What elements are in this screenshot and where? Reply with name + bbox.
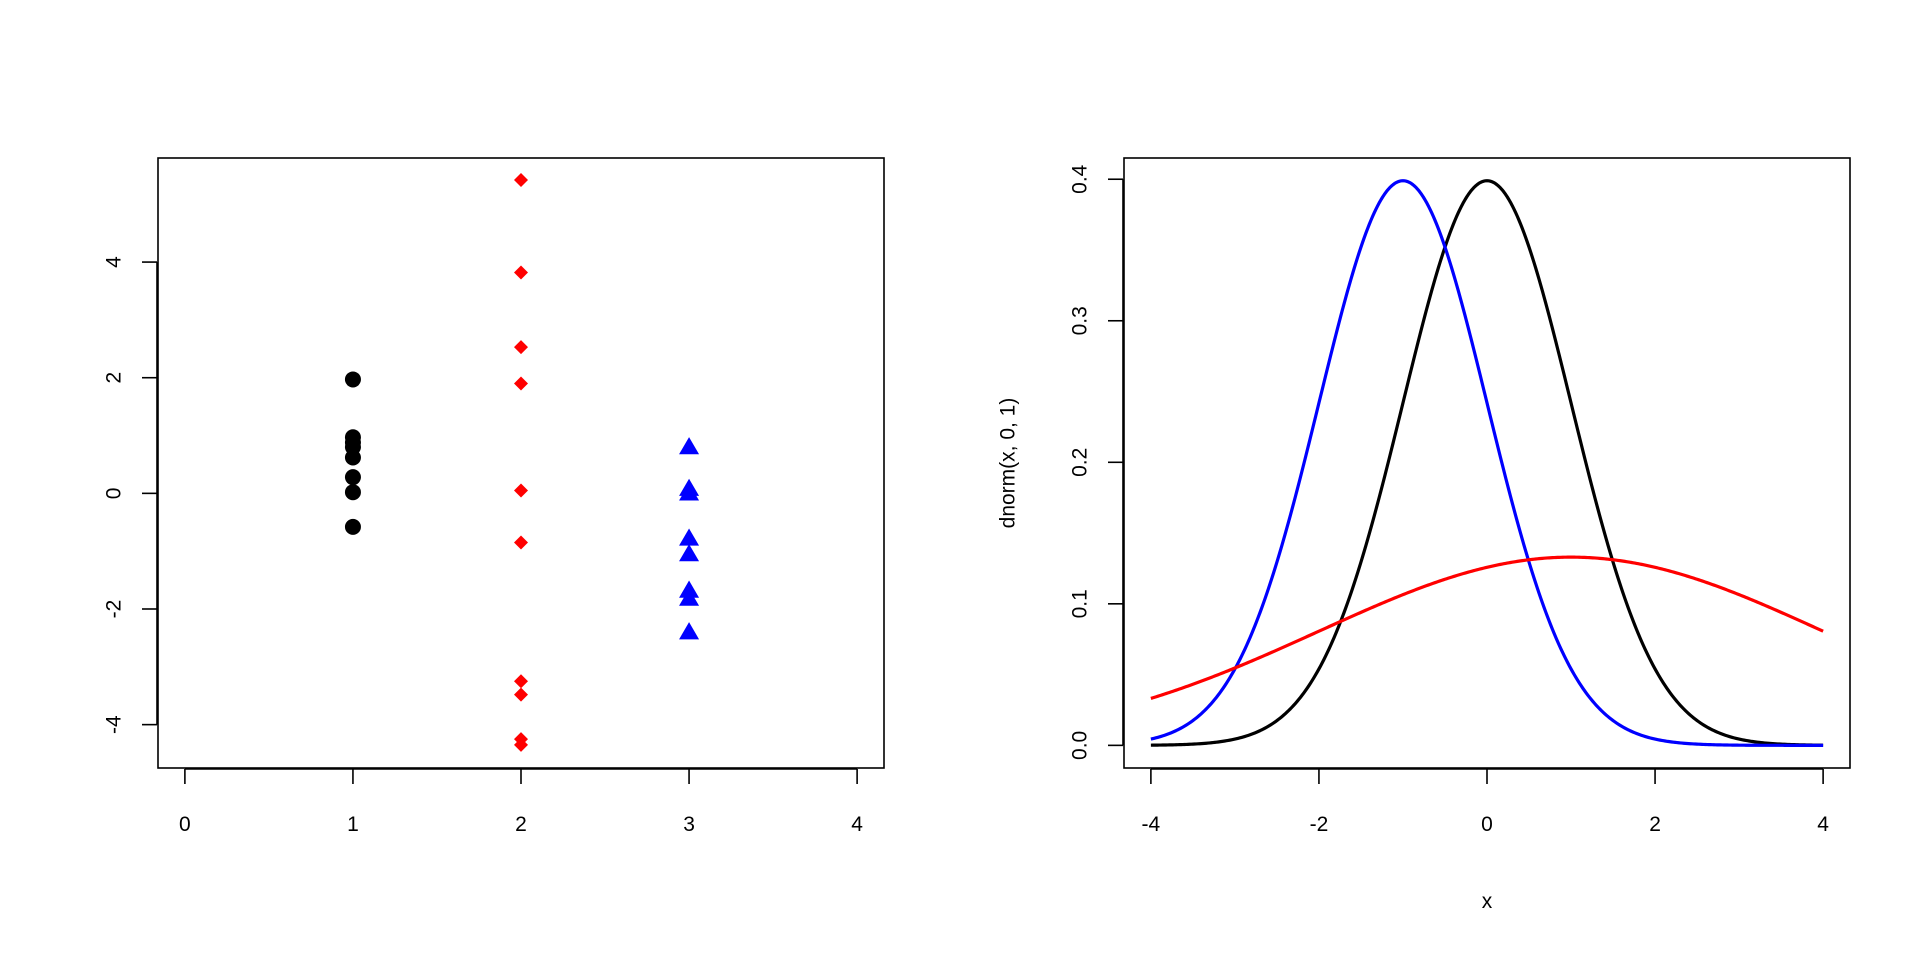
chart-0-series-0-point [344,449,361,466]
chart-0-series-1-point [514,483,528,498]
chart-1-series-2-line [1150,555,1824,700]
chart-0-y-tick-label: 4 [103,256,126,268]
chart-1-y-tick-label: 0.3 [1069,306,1092,335]
chart-1-x-tick-label: -2 [1310,813,1329,836]
chart-0-series-1-point [514,535,528,550]
chart-0-series-1-point [514,687,528,702]
scatter-panel: 0 1 2 3 4 -4 -2 0 2 4 [103,157,885,836]
chart-0-x-tick-label: 3 [683,813,695,836]
chart-0-series-0-point [344,469,361,486]
chart-0-series-2-point [679,588,700,606]
chart-0-series-2-point [679,483,700,501]
chart-0-y-tick-label: 2 [103,372,126,384]
chart-0-y-tick-label: -4 [103,715,126,734]
chart-0-series-2-point [679,544,700,562]
chart-1-y-tick-label: 0.4 [1069,164,1092,194]
chart-0-plot-frame [157,157,885,769]
chart-0-series-0-point [344,518,361,535]
chart-0-x-tick-label: 2 [515,813,527,836]
chart-1-x-tick-label: 2 [1649,813,1661,836]
chart-0-y-tick-label: -2 [103,600,126,619]
chart-1-series-0-line [1150,179,1824,747]
chart-1-series-1-line [1150,179,1824,747]
chart-0-series-1-point [514,172,528,187]
chart-0-series-1-point [514,674,528,689]
chart-1-x-tick-label: -4 [1142,813,1161,836]
chart-0-x-tick-label: 0 [179,813,191,836]
chart-0-series-1-point [514,737,528,752]
chart-0-series-0-point [344,371,361,388]
chart-0-series-1-point [514,376,528,391]
chart-1-x-axis-title: x [1482,890,1493,913]
chart-1-plot-frame [1123,157,1851,769]
chart-0-series-2-point [679,622,700,640]
chart-0-x-tick-label: 1 [347,813,359,836]
chart-0-x-tick-label: 4 [851,813,863,836]
chart-0-series-1-point [514,340,528,355]
chart-1-y-tick-label: 0.2 [1069,448,1092,477]
chart-0-series-2-point [679,528,700,546]
chart-1-y-tick-label: 0.1 [1069,589,1092,618]
chart-1-y-axis-title: dnorm(x, 0, 1) [997,398,1020,529]
chart-0-series-2-point [679,437,700,455]
chart-1-y-tick-label: 0.0 [1069,731,1092,760]
chart-1-x-tick-label: 4 [1817,813,1829,836]
chart-0-series-0-point [344,484,361,501]
chart-0-y-tick-label: 0 [103,488,126,500]
chart-1-x-tick-label: 0 [1481,813,1493,836]
density-panel: -4 -2 0 2 4 0.0 0.1 0.2 0.3 0.4 x dnorm(x, 0, 1) [997,157,1851,913]
chart-0-series-1-point [514,265,528,280]
